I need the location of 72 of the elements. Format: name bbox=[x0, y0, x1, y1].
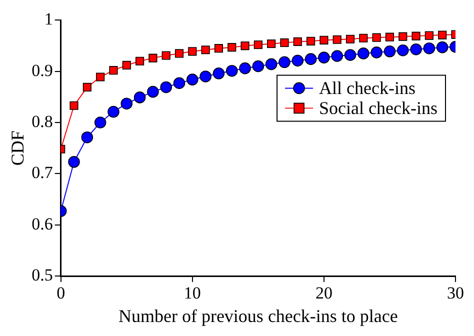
point bbox=[306, 36, 316, 46]
point bbox=[265, 58, 278, 70]
point bbox=[331, 50, 344, 62]
point bbox=[278, 56, 290, 68]
y-tick-label: 0.9 bbox=[32, 60, 53, 80]
point bbox=[385, 32, 394, 42]
legend-label: All check-ins bbox=[319, 78, 416, 98]
point bbox=[346, 34, 355, 44]
point bbox=[254, 40, 262, 50]
y-tick-label: 0.6 bbox=[32, 214, 53, 234]
point bbox=[148, 54, 158, 62]
point bbox=[384, 46, 396, 58]
x-tick-label: 10 bbox=[184, 284, 201, 303]
point bbox=[134, 92, 146, 104]
point bbox=[186, 74, 198, 86]
point bbox=[226, 64, 238, 77]
point bbox=[396, 44, 409, 56]
point bbox=[318, 52, 330, 64]
point bbox=[214, 44, 223, 53]
point bbox=[320, 36, 328, 44]
x-tick-label: 30 bbox=[447, 284, 464, 303]
point bbox=[292, 54, 304, 67]
point bbox=[200, 70, 212, 82]
point bbox=[174, 49, 184, 58]
point bbox=[252, 60, 264, 72]
point bbox=[359, 34, 368, 42]
point bbox=[201, 46, 210, 54]
point bbox=[109, 66, 118, 75]
point bbox=[240, 41, 250, 50]
point bbox=[239, 62, 251, 74]
point bbox=[82, 82, 92, 92]
x-tick-label: 0 bbox=[56, 284, 66, 303]
y-tick-label: 1 bbox=[44, 10, 53, 29]
point bbox=[344, 49, 356, 61]
point bbox=[108, 106, 120, 118]
point bbox=[412, 32, 420, 40]
point bbox=[424, 31, 434, 40]
legend-label: Social check-ins bbox=[319, 98, 438, 118]
point bbox=[147, 86, 159, 98]
point bbox=[70, 101, 78, 110]
point bbox=[358, 48, 370, 60]
y-tick-label: 0.7 bbox=[32, 163, 54, 182]
x-axis-title: Number of previous check-ins to place bbox=[118, 306, 398, 326]
point bbox=[68, 156, 80, 168]
y-tick-label: 0.8 bbox=[32, 112, 53, 131]
point bbox=[372, 33, 381, 42]
point bbox=[212, 68, 225, 80]
point bbox=[162, 51, 170, 60]
y-tick-label: 0.5 bbox=[32, 265, 53, 284]
point bbox=[173, 77, 186, 90]
point bbox=[332, 35, 342, 44]
point bbox=[267, 39, 276, 48]
point bbox=[304, 53, 317, 65]
point bbox=[423, 42, 436, 54]
point bbox=[94, 116, 106, 128]
point bbox=[410, 43, 422, 56]
y-axis-title: CDF bbox=[8, 130, 28, 166]
point bbox=[436, 41, 448, 54]
point bbox=[96, 72, 105, 82]
point bbox=[135, 56, 144, 66]
point bbox=[398, 32, 408, 41]
point bbox=[122, 60, 131, 70]
point bbox=[438, 30, 447, 40]
point bbox=[370, 46, 382, 58]
point bbox=[280, 38, 289, 47]
point bbox=[120, 98, 133, 110]
point bbox=[160, 81, 172, 94]
point bbox=[228, 43, 236, 52]
point bbox=[293, 37, 302, 46]
point bbox=[81, 131, 94, 144]
x-tick-label: 20 bbox=[315, 284, 332, 303]
point bbox=[188, 47, 197, 56]
